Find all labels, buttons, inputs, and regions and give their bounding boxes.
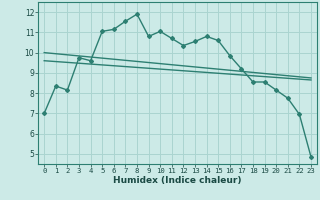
X-axis label: Humidex (Indice chaleur): Humidex (Indice chaleur) <box>113 176 242 185</box>
